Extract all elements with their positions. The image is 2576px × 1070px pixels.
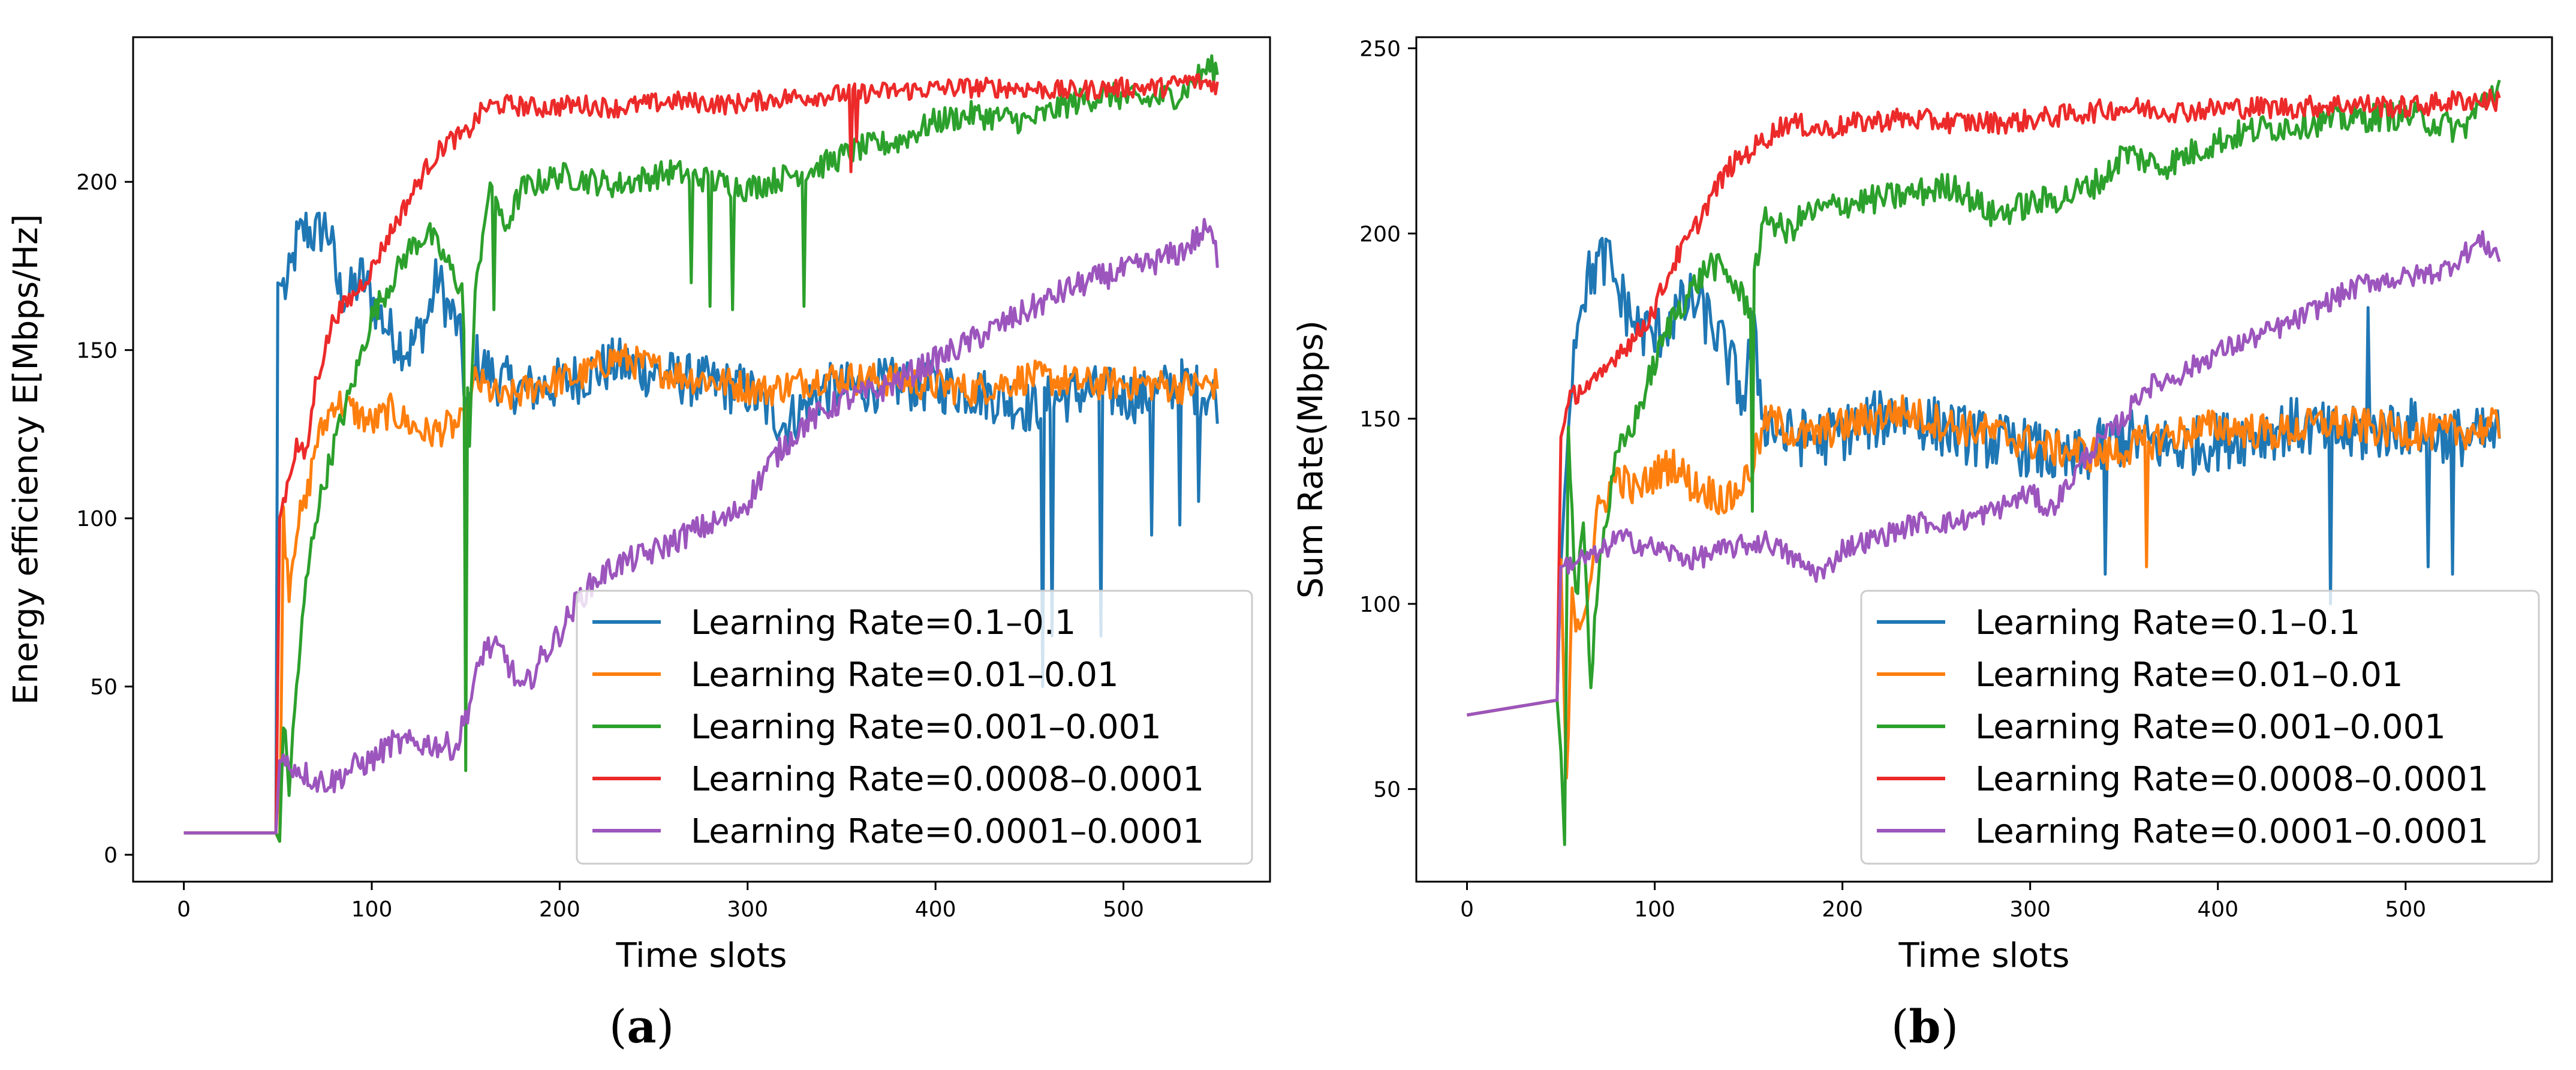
series-group: [183, 54, 1219, 843]
legend: Learning Rate=0.1–0.1 Learning Rate=0.01–…: [576, 590, 1253, 865]
y-axis-label: Energy efficiency E[Mbps/Hz]: [7, 214, 46, 705]
y-tick-label: 100: [1359, 593, 1401, 617]
series-line-1: [183, 211, 1219, 835]
y-tick-label: 150: [76, 339, 118, 363]
x-tick-label: 100: [351, 897, 393, 922]
x-axis-label: Time slots: [616, 936, 787, 975]
series-group: [1467, 79, 2501, 846]
plot-frame: [132, 36, 1271, 883]
x-tick-label: 500: [2385, 897, 2426, 922]
legend-label-3: Learning Rate=0.001–0.001: [1975, 708, 2446, 747]
y-tick-label: 200: [76, 170, 118, 195]
legend-label-2: Learning Rate=0.01–0.01: [691, 656, 1119, 695]
x-tick-label: 200: [539, 897, 580, 922]
chart-panel-b: 0 100 200 300 400 500 50 100 150 200 250 Time slots…: [1292, 36, 2553, 1053]
legend-label-5: Learning Rate=0.0001–0.0001: [1975, 812, 2488, 851]
legend-label-4: Learning Rate=0.0008–0.0001: [691, 760, 1204, 799]
plot-frame: [1415, 36, 2553, 883]
panel-label: (a): [609, 1000, 675, 1053]
panel-label: (b): [1891, 1000, 1958, 1053]
y-tick-label: 200: [1359, 222, 1401, 247]
y-tick-label: 150: [1359, 407, 1401, 432]
series-line-3: [183, 54, 1219, 843]
x-tick-label: 300: [2009, 897, 2051, 922]
series-line-4: [1467, 88, 2501, 717]
legend-label-1: Learning Rate=0.1–0.1: [1975, 603, 2360, 642]
x-tick-label: 0: [1460, 897, 1474, 922]
legend-label-1: Learning Rate=0.1–0.1: [691, 603, 1076, 642]
x-tick-label: 0: [177, 897, 191, 922]
y-axis-label: Sum Rate(Mbps): [1292, 320, 1331, 599]
x-tick-label: 400: [2197, 897, 2238, 922]
x-axis-label: Time slots: [1898, 936, 2070, 975]
series-line-2: [183, 343, 1219, 843]
series-line-4: [183, 73, 1219, 835]
y-tick-label: 50: [90, 675, 118, 700]
series-line-3: [1467, 79, 2501, 846]
x-tick-label: 400: [915, 897, 956, 922]
y-tick-label: 100: [76, 507, 118, 531]
legend-label-5: Learning Rate=0.0001–0.0001: [691, 812, 1204, 851]
y-tick-label: 50: [1373, 778, 1401, 802]
series-line-2: [1467, 394, 2501, 780]
x-tick-label: 100: [1634, 897, 1675, 922]
y-tick-label: 0: [104, 843, 118, 868]
y-tick-label: 250: [1359, 37, 1401, 62]
legend-label-4: Learning Rate=0.0008–0.0001: [1975, 760, 2488, 799]
legend-box: [576, 590, 1253, 865]
series-line-1: [1467, 236, 2501, 717]
legend-label-3: Learning Rate=0.001–0.001: [691, 708, 1161, 747]
chart-panel-a: 0 100 200 300 400 500 0 50 100 150 200 Time slots En…: [7, 36, 1271, 1053]
series-line-5: [1467, 230, 2501, 717]
legend-box: [1860, 590, 2540, 865]
legend-label-2: Learning Rate=0.01–0.01: [1975, 656, 2403, 695]
x-tick-label: 200: [1822, 897, 1863, 922]
legend: Learning Rate=0.1–0.1 Learning Rate=0.01–…: [1860, 590, 2540, 865]
series-line-5: [183, 218, 1219, 835]
x-tick-label: 300: [727, 897, 768, 922]
x-tick-label: 500: [1103, 897, 1144, 922]
